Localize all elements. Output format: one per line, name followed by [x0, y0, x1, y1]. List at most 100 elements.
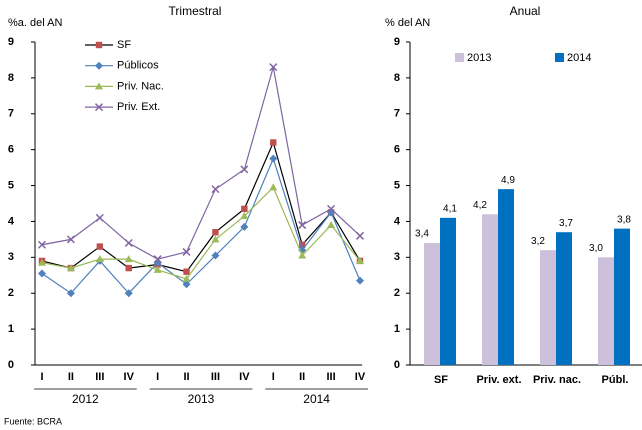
y-tick-label: 7 — [394, 108, 400, 120]
marker — [38, 269, 46, 278]
y-tick-label: 5 — [8, 179, 14, 191]
legend-label: Priv. Nac. — [117, 80, 164, 92]
marker — [37, 240, 47, 249]
marker — [153, 265, 162, 273]
marker — [183, 268, 190, 275]
line — [41, 186, 361, 280]
y-tick-label: 8 — [394, 72, 400, 84]
line — [41, 140, 361, 273]
marker — [182, 280, 191, 289]
x-tick-label: III — [95, 371, 104, 383]
x-tick-label: II — [68, 371, 74, 383]
bar — [556, 232, 572, 365]
x-tick-label: IV — [124, 371, 135, 383]
x-tick-label: II — [183, 371, 189, 383]
value-label: 4,1 — [443, 203, 457, 214]
value-label: 3,7 — [559, 218, 573, 229]
marker — [241, 205, 248, 213]
value-label: 4,2 — [473, 200, 487, 211]
marker — [270, 139, 277, 146]
line — [41, 156, 361, 295]
marker — [240, 222, 249, 231]
bar — [598, 257, 614, 365]
marker — [298, 221, 307, 230]
marker — [66, 235, 75, 244]
marker — [356, 256, 364, 264]
bar — [482, 214, 498, 365]
x-tick-label: I — [40, 371, 43, 383]
marker — [327, 204, 336, 213]
legend-swatch — [455, 53, 464, 62]
y-tick-label: 9 — [8, 36, 14, 48]
marker — [66, 264, 75, 272]
marker — [38, 258, 46, 266]
marker — [212, 229, 219, 236]
legend-label: 2014 — [567, 52, 591, 64]
value-label: 3,4 — [415, 229, 429, 240]
legend-label: Priv. Ext. — [117, 101, 160, 113]
marker — [240, 165, 249, 174]
x-tick-label: I — [156, 371, 159, 383]
x-tick-label: SF — [434, 374, 448, 386]
group-label: 2014 — [303, 392, 330, 406]
y-tick-label: 0 — [8, 359, 14, 371]
marker — [327, 221, 336, 229]
marker — [182, 247, 191, 256]
x-tick-label: Públ. — [602, 374, 629, 386]
marker — [124, 289, 133, 298]
marker — [298, 241, 306, 248]
x-tick-label: I — [272, 371, 275, 383]
marker — [95, 255, 104, 263]
bar — [614, 228, 630, 365]
x-tick-label: Priv. ext. — [476, 374, 521, 386]
y-tick-label: 1 — [394, 323, 400, 335]
legend-label: 2013 — [467, 52, 491, 64]
bar — [498, 189, 514, 365]
marker — [211, 185, 220, 194]
marker — [95, 61, 103, 70]
marker — [95, 41, 103, 49]
marker — [95, 82, 103, 90]
x-tick-label: IV — [239, 371, 250, 383]
x-tick-label: Priv. nac. — [533, 374, 581, 386]
y-tick-label: 9 — [394, 36, 400, 48]
marker — [269, 63, 278, 72]
y-tick-label: 2 — [394, 287, 400, 299]
value-label: 3,2 — [531, 236, 545, 247]
chart-title: Trimestral — [169, 4, 222, 18]
x-tick-label: III — [211, 371, 220, 383]
marker — [95, 213, 104, 222]
y-tick-label: 0 — [394, 359, 400, 371]
y-tick-label: 6 — [394, 144, 400, 156]
y-tick-label: 5 — [394, 179, 400, 191]
marker — [124, 255, 133, 263]
value-label: 3,0 — [589, 243, 603, 254]
marker — [356, 276, 364, 285]
marker — [153, 255, 162, 264]
bar — [440, 217, 456, 365]
marker — [125, 264, 132, 272]
y-tick-label: 2 — [8, 287, 14, 299]
marker — [124, 238, 133, 248]
bar — [540, 250, 556, 365]
group-label: 2013 — [188, 392, 215, 406]
marker — [355, 231, 365, 240]
x-tick-label: II — [299, 371, 305, 383]
marker — [182, 274, 191, 282]
legend-swatch — [555, 53, 564, 62]
bar — [424, 242, 440, 365]
y-tick-label: 1 — [8, 323, 14, 335]
marker — [269, 154, 278, 163]
y-tick-label: 8 — [8, 72, 14, 84]
group-label: 2012 — [72, 392, 99, 406]
x-tick-label: III — [327, 371, 336, 383]
marker — [94, 103, 104, 112]
marker — [240, 212, 249, 220]
y-tick-label: 4 — [394, 215, 401, 227]
marker — [269, 183, 278, 191]
marker — [211, 235, 220, 243]
source: Fuente: BCRA — [4, 416, 62, 426]
line — [41, 66, 361, 260]
marker — [298, 251, 307, 259]
